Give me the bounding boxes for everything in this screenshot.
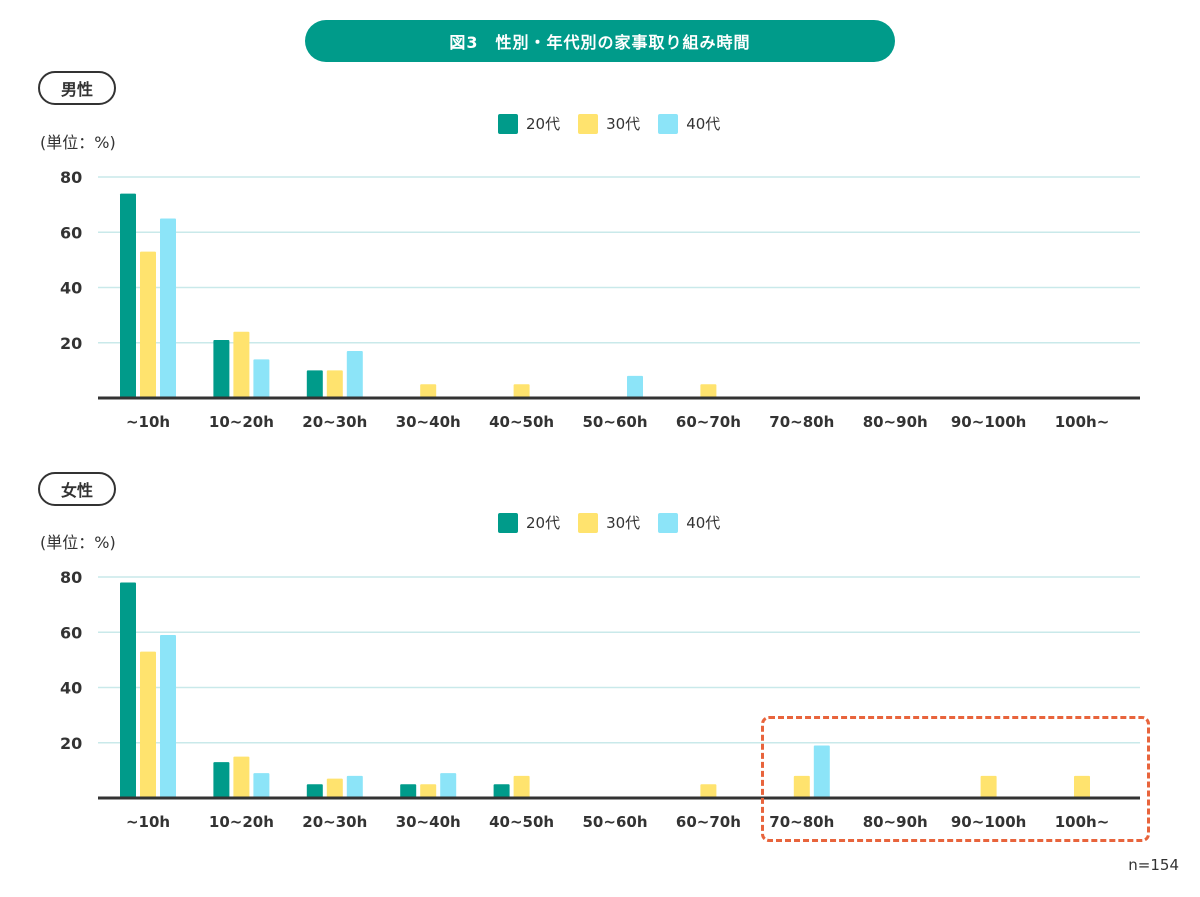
x-tick-label: 10~20h <box>209 813 274 831</box>
bar-30代-70~80h <box>793 775 810 798</box>
bar-40代-20~30h <box>346 351 363 398</box>
x-tick-label: 30~40h <box>396 813 461 831</box>
x-tick-label: 20~30h <box>302 413 367 431</box>
bar-30代-30~40h <box>420 384 437 398</box>
legend-swatch-40s <box>658 113 679 134</box>
chart-female: 80 60 40 20 ~10h 10~20h 20~30h 30~40h 40~50h 50~6… <box>60 568 1140 831</box>
bar-20代-30~40h <box>400 784 417 798</box>
bar-30代-20~30h <box>326 370 343 398</box>
y-tick-label: 80 <box>60 168 82 187</box>
legend-female: 20代 30代 40代 <box>498 512 738 533</box>
x-tick-label: 70~80h <box>769 413 834 431</box>
bar-30代-20~30h <box>326 778 343 798</box>
bar-20代-40~50h <box>493 784 510 798</box>
legend-label-40s: 40代 <box>686 514 721 532</box>
legend-item-40s: 40代 <box>658 512 720 533</box>
chart-male: 80 60 40 20 ~10h 10~20h 20~30h 30~40h 40~50h 50~6… <box>60 168 1140 431</box>
legend-item-30s: 30代 <box>578 512 640 533</box>
x-tick-label: 100h~ <box>1055 813 1110 831</box>
bar-30代-~10h <box>140 251 156 398</box>
legend-swatch-30s <box>578 512 599 533</box>
legend-label-20s: 20代 <box>526 514 561 532</box>
bar-30代-60~70h <box>700 384 717 398</box>
bar-20代-~10h <box>120 193 136 398</box>
bar-40代-10~20h <box>253 773 270 798</box>
y-tick-label: 40 <box>60 679 82 698</box>
legend-item-20s: 20代 <box>498 113 560 134</box>
x-tick-label: 20~30h <box>302 813 367 831</box>
legend-label-20s: 20代 <box>526 115 561 133</box>
figure-title: 図3 性別・年代別の家事取り組み時間 <box>305 20 895 62</box>
x-tick-label: 100h~ <box>1055 413 1110 431</box>
bar-30代-10~20h <box>233 331 250 398</box>
bar-30代-90~100h <box>980 775 997 798</box>
legend-item-40s: 40代 <box>658 113 720 134</box>
x-tick-label: 70~80h <box>769 813 834 831</box>
legend-item-30s: 30代 <box>578 113 640 134</box>
x-tick-label: 40~50h <box>489 813 554 831</box>
unit-label-female: (単位：%) <box>40 533 116 552</box>
bar-20代-10~20h <box>213 339 230 398</box>
x-tick-label: 30~40h <box>396 413 461 431</box>
y-tick-label: 60 <box>60 623 82 642</box>
x-tick-label: 90~100h <box>951 413 1026 431</box>
bar-30代-10~20h <box>233 756 250 798</box>
legend-swatch-20s <box>498 512 518 533</box>
legend-item-20s: 20代 <box>498 512 560 533</box>
bar-40代-30~40h <box>440 773 457 798</box>
bar-40代-10~20h <box>253 359 270 398</box>
x-tick-label: 60~70h <box>676 413 741 431</box>
bar-40代-20~30h <box>346 775 363 798</box>
legend-swatch-40s <box>658 512 679 533</box>
y-tick-label: 60 <box>60 223 82 242</box>
bar-20代-20~30h <box>306 784 323 798</box>
x-tick-label: 50~60h <box>583 813 648 831</box>
section-tag-male: 男性 <box>38 71 116 105</box>
y-tick-label: 20 <box>60 734 82 753</box>
y-tick-label: 80 <box>60 568 82 587</box>
legend-label-40s: 40代 <box>686 115 721 133</box>
y-tick-label: 20 <box>60 334 82 353</box>
section-tag-female: 女性 <box>38 472 116 506</box>
x-tick-label: 40~50h <box>489 413 554 431</box>
y-tick-label: 40 <box>60 279 82 298</box>
highlight-box <box>761 716 1150 842</box>
bar-30代-60~70h <box>700 784 717 798</box>
x-tick-label: 60~70h <box>676 813 741 831</box>
x-tick-label: 80~90h <box>863 813 928 831</box>
bar-40代-70~80h <box>813 745 830 798</box>
bar-20代-~10h <box>120 582 136 798</box>
bar-30代-100h~ <box>1074 775 1090 798</box>
bar-30代-30~40h <box>420 784 437 798</box>
bar-30代-40~50h <box>513 775 530 798</box>
legend-swatch-20s <box>498 113 518 134</box>
bar-30代-40~50h <box>513 384 530 398</box>
unit-label-male: (単位：%) <box>40 133 116 152</box>
bar-40代-~10h <box>160 635 176 798</box>
x-tick-label: ~10h <box>126 813 170 831</box>
bar-20代-10~20h <box>213 762 230 798</box>
legend-label-30s: 30代 <box>606 514 641 532</box>
bar-20代-20~30h <box>306 370 323 398</box>
x-tick-label: 10~20h <box>209 413 274 431</box>
bar-30代-~10h <box>140 651 156 798</box>
x-tick-label: ~10h <box>126 413 170 431</box>
x-tick-label: 90~100h <box>951 813 1026 831</box>
legend-swatch-30s <box>578 113 599 134</box>
bar-40代-50~60h <box>627 375 643 398</box>
legend-male: 20代 30代 40代 <box>498 113 738 134</box>
sample-size-label: n=154 <box>1128 856 1179 874</box>
legend-label-30s: 30代 <box>606 115 641 133</box>
x-tick-label: 80~90h <box>863 413 928 431</box>
bar-40代-~10h <box>160 218 176 398</box>
x-tick-label: 50~60h <box>583 413 648 431</box>
